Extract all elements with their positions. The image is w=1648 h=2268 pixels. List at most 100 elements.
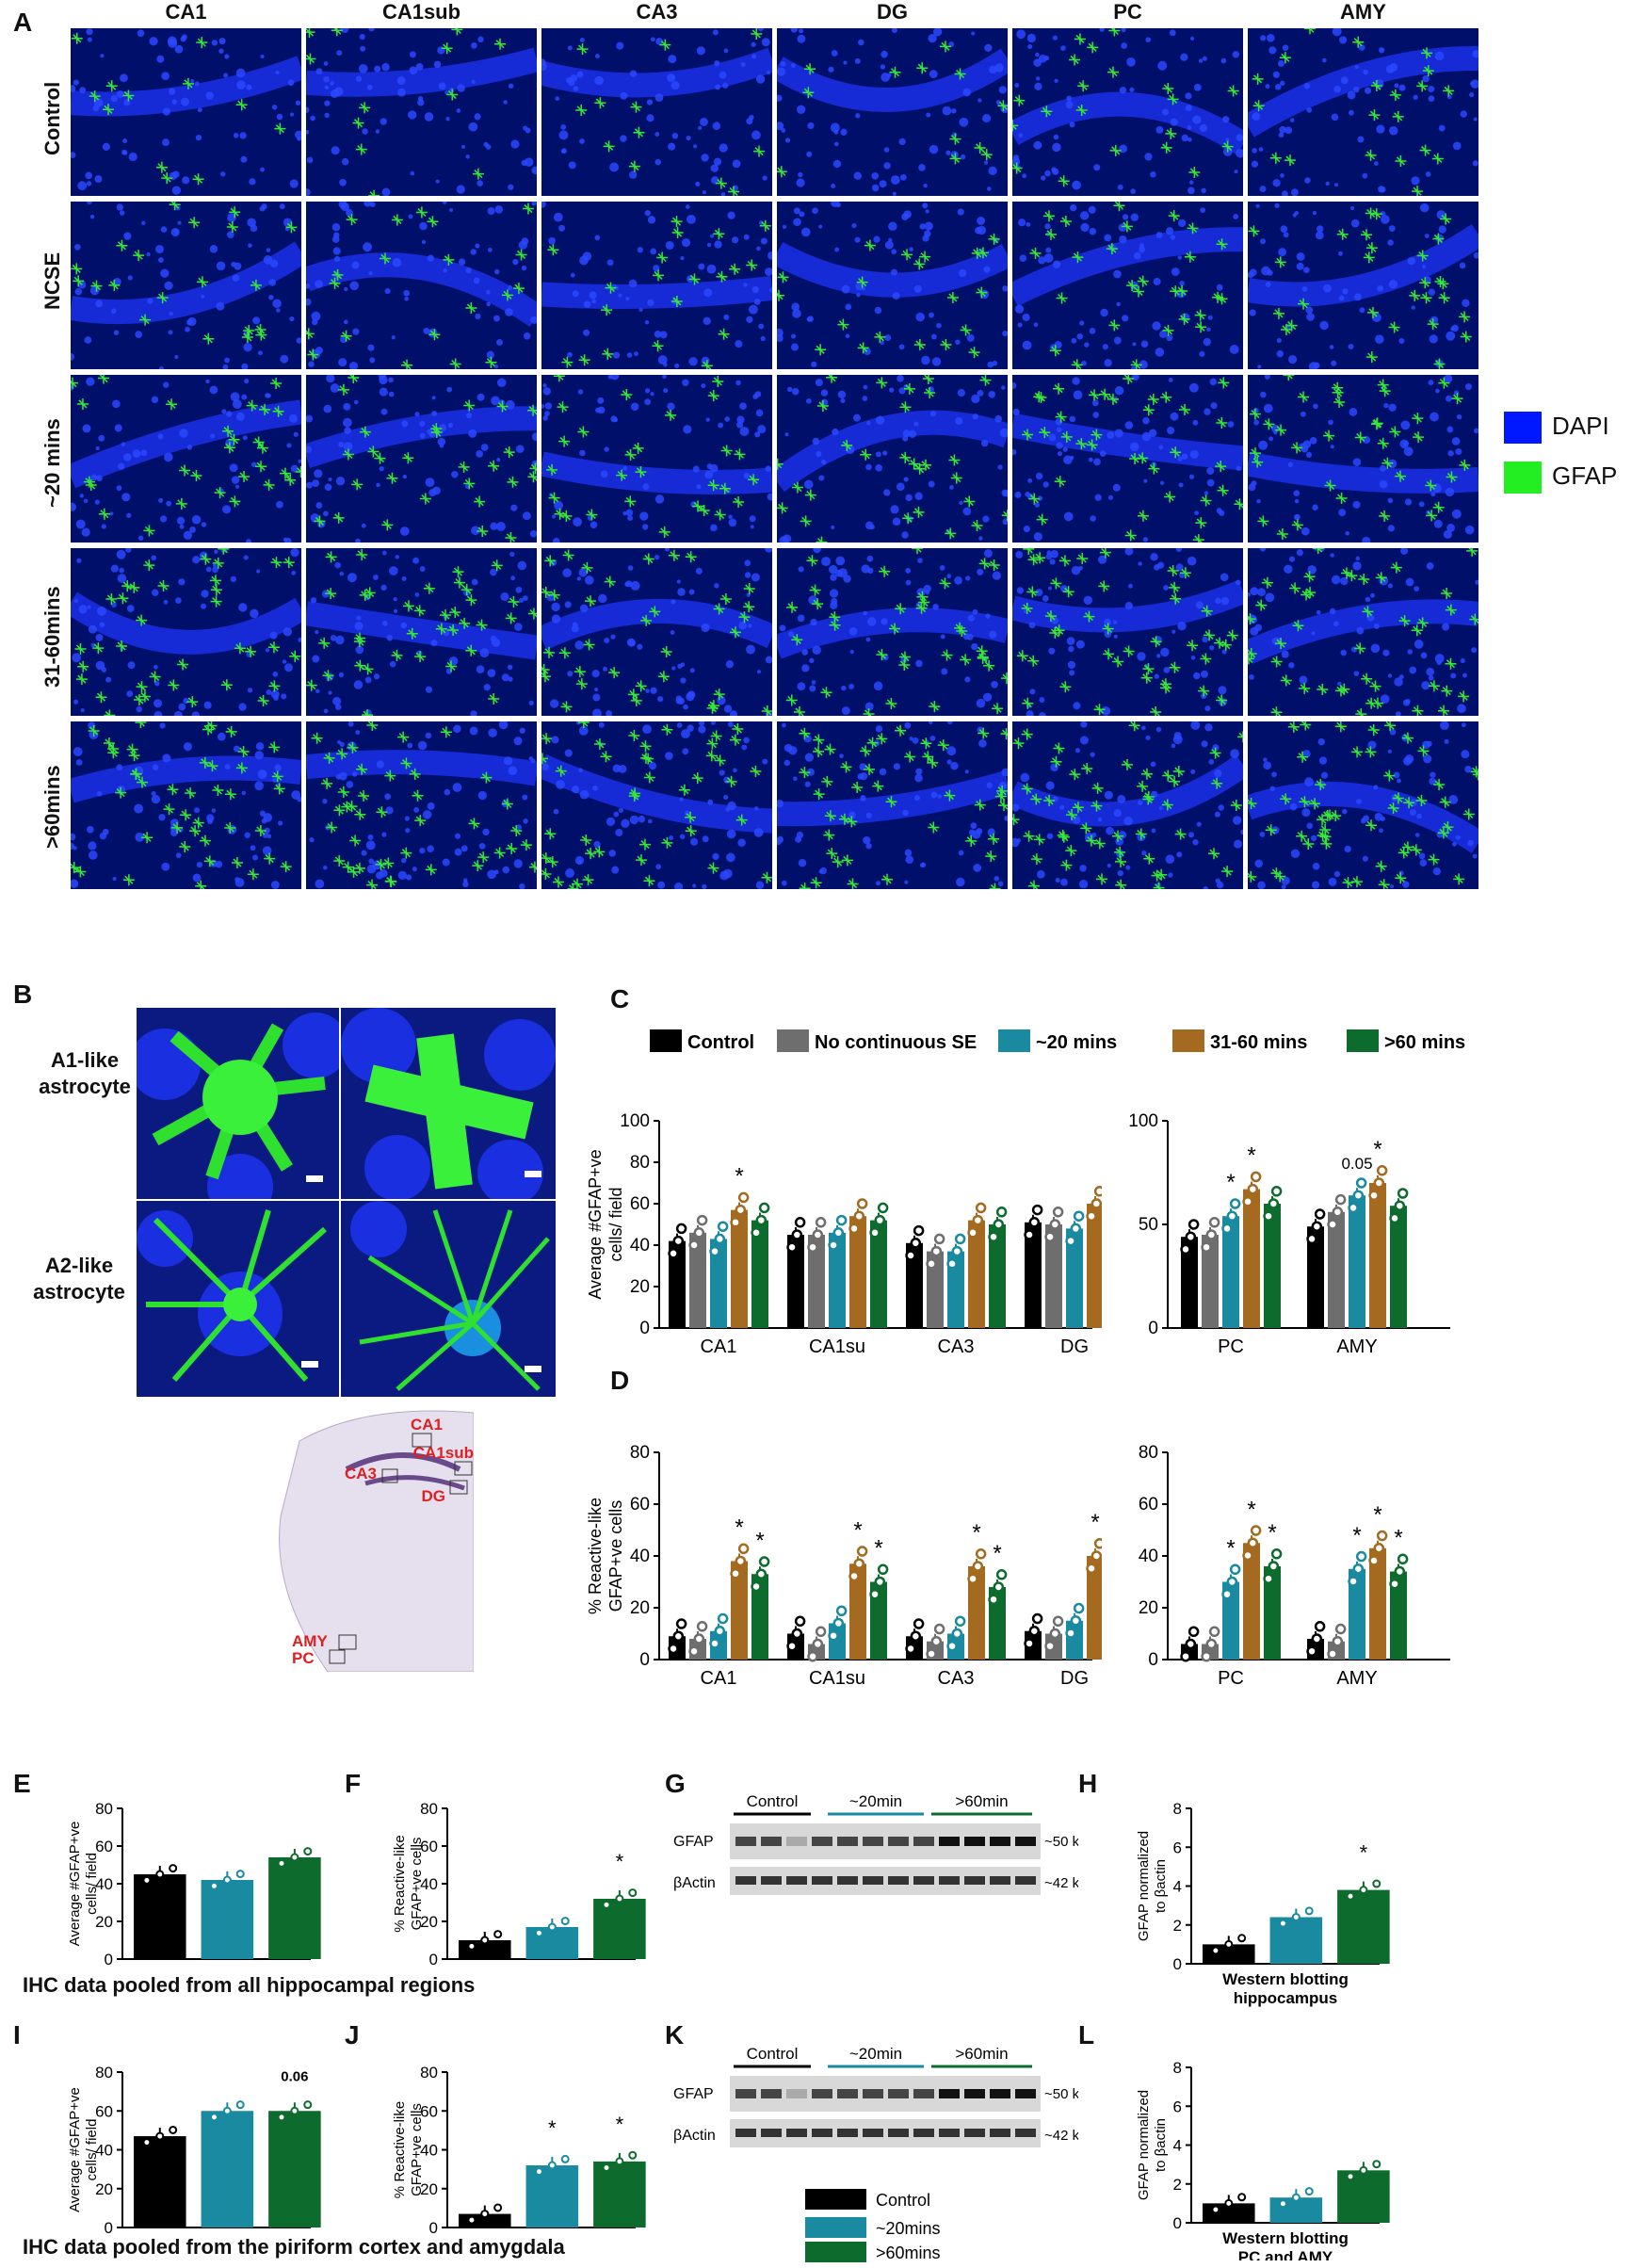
significance-mark: * <box>1091 1510 1099 1535</box>
data-point <box>303 2100 313 2110</box>
y-tick-label: 0 <box>429 1951 438 1968</box>
data-point <box>877 1202 889 1214</box>
x-tick-label: DG <box>1060 1668 1089 1689</box>
data-point <box>615 1894 624 1904</box>
x-axis-label: Western blotting <box>1222 2229 1349 2247</box>
significance-mark: * <box>1247 1497 1255 1522</box>
data-point <box>480 1936 490 1945</box>
data-point <box>1208 1217 1220 1228</box>
x-tick-label: AMY <box>1336 1336 1377 1357</box>
bar <box>268 2111 321 2228</box>
bar <box>968 1566 985 1660</box>
bar <box>1181 1237 1198 1328</box>
data-point <box>628 2150 638 2160</box>
actin-band <box>761 1876 782 1885</box>
micrograph-image <box>71 721 301 889</box>
y-tick-label: 40 <box>420 2142 438 2160</box>
data-point <box>1348 1202 1359 1214</box>
data-point <box>235 1870 245 1879</box>
data-point <box>1394 1200 1406 1211</box>
data-point <box>1226 1576 1238 1588</box>
data-point <box>1091 1550 1102 1562</box>
data-point <box>1397 1188 1409 1199</box>
significance-mark: * <box>735 1164 743 1190</box>
data-point <box>303 1847 313 1856</box>
y-tick-label: 60 <box>420 2102 438 2120</box>
micrograph-image <box>1248 202 1478 369</box>
x-tick-label: CA1su <box>809 1668 865 1689</box>
bar <box>134 2136 186 2228</box>
y-axis-label: cells/ field <box>84 1853 100 1915</box>
data-point <box>848 1223 860 1235</box>
y-axis-label: cells/ field <box>606 1187 625 1261</box>
atlas-pc: PC <box>292 1649 315 1667</box>
data-point <box>1086 1210 1097 1222</box>
data-point <box>791 1628 803 1640</box>
data-point <box>693 1227 705 1239</box>
y-tick-label: 20 <box>95 2180 113 2198</box>
data-point <box>1185 1231 1197 1242</box>
y-tick-label: 2 <box>1173 1917 1182 1935</box>
data-point <box>1224 2198 1234 2208</box>
panel-letter-b: B <box>13 980 33 1009</box>
data-point <box>615 2157 624 2166</box>
data-point <box>1024 1638 1035 1649</box>
actin-band <box>837 2129 858 2137</box>
data-point <box>1376 1165 1388 1176</box>
data-point <box>628 1888 638 1898</box>
blot-group-label: ~20min <box>849 2045 902 2063</box>
data-point <box>1073 1602 1085 1614</box>
bar <box>808 1235 825 1328</box>
data-point <box>933 1233 945 1245</box>
data-point <box>1211 1946 1220 1955</box>
data-point <box>1270 1186 1283 1197</box>
data-point <box>1314 1621 1326 1632</box>
bar <box>989 1224 1006 1328</box>
legend-label: 31-60 mins <box>1210 1032 1307 1053</box>
legend-label: No continuous SE <box>815 1032 977 1053</box>
data-point <box>1188 1219 1200 1230</box>
y-tick-label: 8 <box>1173 2059 1182 2077</box>
y-tick-label: 2 <box>1173 2176 1182 2194</box>
data-point <box>602 2163 611 2172</box>
y-axis-label: % Reactive-like <box>392 1835 408 1932</box>
brain-atlas: CA1 CA1sub CA3 DG AMY PC <box>271 1403 475 1673</box>
x-tick-label: DG <box>1060 1336 1089 1357</box>
y-tick-label: 40 <box>1139 1547 1158 1566</box>
significance-mark: * <box>755 1528 764 1553</box>
data-point <box>856 1546 868 1557</box>
data-point <box>668 1643 679 1655</box>
panel-letter-g: G <box>665 1769 686 1798</box>
micrograph-image <box>71 202 301 369</box>
x-tick-label: CA1 <box>701 1336 737 1357</box>
panel-letter-f: F <box>345 1769 362 1798</box>
chart-f: 0 20 40 60 80 % Reactive-like GFAP+ve cells * <box>392 1800 646 1968</box>
y-axis-label: GFAP normalized <box>1136 1831 1152 1941</box>
data-point <box>993 1581 1005 1593</box>
y-tick-label: 0 <box>1148 1319 1158 1338</box>
data-point <box>946 1640 958 1652</box>
data-point <box>988 1231 999 1242</box>
data-point <box>1306 1645 1317 1657</box>
data-point <box>1327 1648 1338 1660</box>
bar <box>870 1581 887 1660</box>
bar <box>906 1242 923 1328</box>
data-point <box>693 1633 705 1644</box>
micrograph-image <box>777 548 1008 716</box>
y-tick-label: 80 <box>420 1800 438 1818</box>
wb-legend-60: >60mins <box>876 2244 941 2262</box>
y-axis-label: GFAP normalized <box>1136 2090 1152 2200</box>
bar <box>1390 1206 1407 1328</box>
significance-mark: * <box>548 2116 557 2140</box>
y-axis-label: GFAP+ve cells <box>409 1838 425 1931</box>
data-point <box>277 1858 286 1868</box>
data-point <box>1346 1891 1355 1901</box>
actin-band <box>735 2129 756 2137</box>
scale-bar <box>1413 902 1464 906</box>
y-tick-label: 60 <box>1139 1495 1158 1515</box>
actin-band <box>863 2129 883 2137</box>
data-point <box>696 1214 708 1226</box>
bar <box>1222 1581 1239 1660</box>
data-point <box>1368 1555 1380 1566</box>
data-point <box>946 1258 958 1270</box>
